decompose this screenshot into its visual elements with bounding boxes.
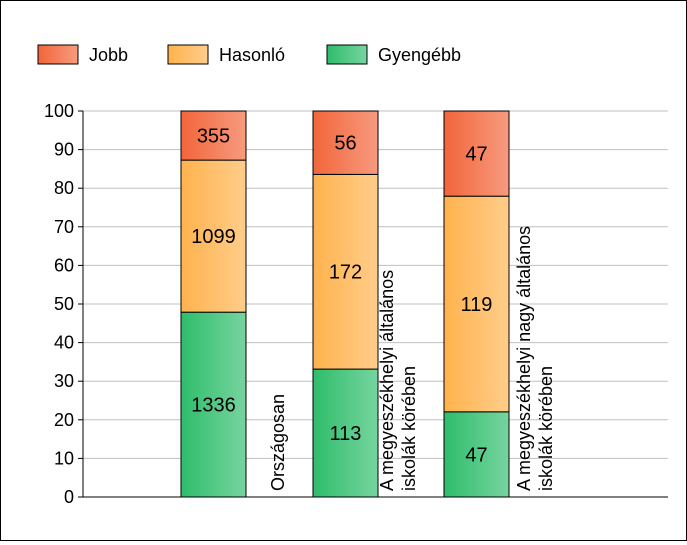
y-tick-label: 100 (44, 101, 74, 121)
bar-segment-hasonló (180, 159, 247, 313)
y-tick-label: 90 (54, 140, 74, 160)
bar-value-label: 47 (465, 144, 487, 166)
legend-label: Jobb (89, 45, 128, 65)
category-label: iskolák körében (536, 366, 556, 491)
bar-value-label: 113 (330, 423, 362, 445)
y-tick-label: 0 (64, 487, 74, 507)
legend-swatch-hasonló (167, 44, 209, 65)
y-tick-label: 40 (54, 333, 74, 353)
bar-value-label: 1336 (191, 395, 236, 417)
bar-segment-gyengébb (312, 368, 379, 498)
category-label: A megyeszékhelyi általános (377, 270, 397, 491)
category-label: iskolák körében (399, 366, 419, 491)
y-tick-label: 50 (54, 294, 74, 314)
bars: 1336 1099 355 113 172 56 47 119 47 (180, 110, 510, 498)
y-tick-label: 70 (54, 217, 74, 237)
bar-value-label: 119 (461, 294, 493, 316)
legend-label: Gyengébb (378, 45, 461, 65)
bar-segment-jobb (443, 110, 510, 197)
bar-value-label: 355 (197, 126, 230, 148)
bar-segment-hasonló (443, 195, 510, 413)
category-label: A megyeszékhelyi nagy általános (514, 226, 534, 491)
y-tick-label: 60 (54, 255, 74, 275)
bar-value-label: 172 (329, 262, 362, 284)
x-category-labels: Országosan A megyeszékhelyi általános isko… (268, 226, 556, 491)
bar-value-label: 47 (465, 444, 487, 466)
bar-segment-hasonló (312, 173, 379, 370)
legend: Jobb Hasonló Gyengébb (37, 44, 461, 65)
legend-label: Hasonló (219, 45, 285, 65)
y-tick-label: 80 (54, 178, 74, 198)
bar-value-label: 1099 (191, 226, 236, 248)
y-tick-label: 10 (54, 448, 74, 468)
legend-swatch-jobb (37, 44, 79, 65)
bar-value-label: 56 (334, 133, 356, 155)
legend-swatch-gyengébb (326, 44, 368, 65)
category-label: Országosan (268, 394, 288, 491)
y-tick-label: 30 (54, 371, 74, 391)
bar-segment-gyengébb (443, 411, 510, 498)
y-tick-label: 20 (54, 410, 74, 430)
bar-segment-jobb (180, 110, 247, 161)
bar-segment-jobb (312, 110, 379, 175)
